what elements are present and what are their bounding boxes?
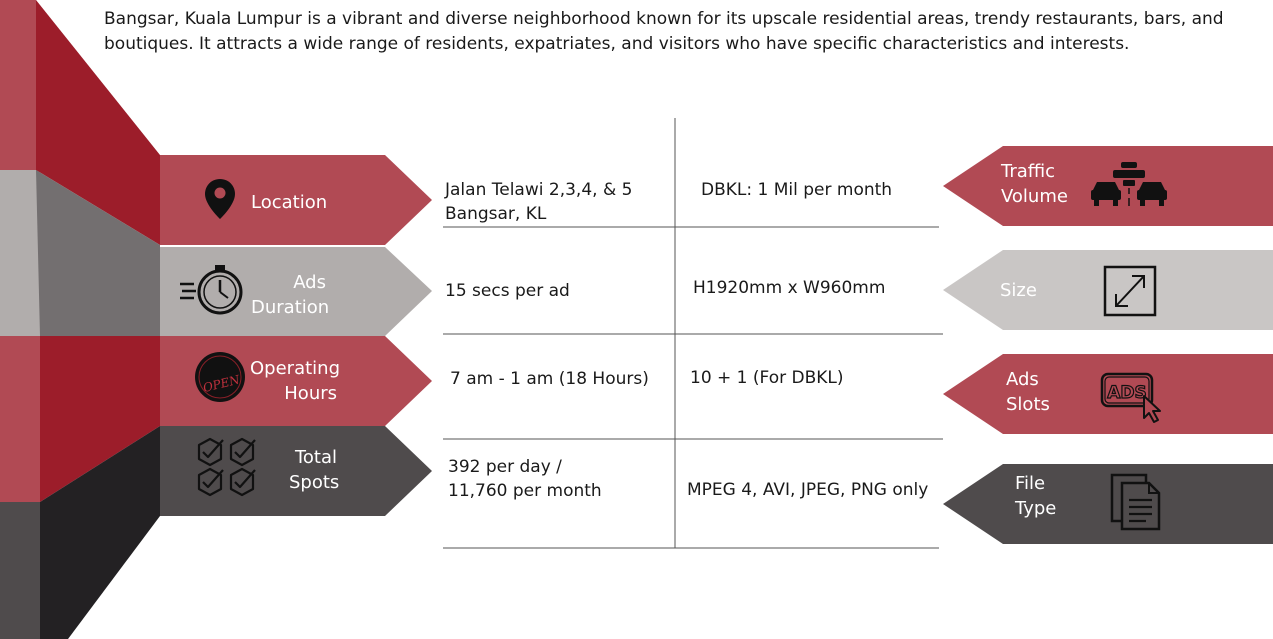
map-pin-icon <box>205 179 235 219</box>
ads-icon-text: ADS <box>1107 383 1147 403</box>
cell-duration-value: 15 secs per ad <box>445 279 570 303</box>
left-bar-dark <box>0 502 40 639</box>
label-traffic-volume-line1: Traffic <box>1001 161 1056 182</box>
stopwatch-icon <box>180 265 243 315</box>
banner-file-type <box>943 464 1273 544</box>
cell-size-value: H1920mm x W960mm <box>693 276 885 300</box>
cell-hours-text: 7 am - 1 am (18 Hours) <box>450 369 649 389</box>
label-traffic-volume-line2: Volume <box>1001 186 1068 207</box>
traffic-jam-icon <box>1091 162 1167 206</box>
label-ads-duration-line2: Duration <box>251 297 330 318</box>
cell-size-text: H1920mm x W960mm <box>693 278 886 298</box>
banner-ads-duration <box>160 247 432 336</box>
funnel-dark <box>40 426 160 639</box>
label-traffic-volume: Traffic Volume <box>1001 159 1068 209</box>
label-total-spots-line2: Spots <box>289 472 340 493</box>
label-size: Size <box>1000 278 1037 303</box>
label-ads-slots: Ads Slots <box>1006 367 1050 417</box>
funnel-red-2 <box>40 336 160 502</box>
label-ads-duration: Ads Duration <box>251 270 330 320</box>
label-total-spots-line1: Total <box>294 447 337 468</box>
label-location-text: Location <box>251 192 328 213</box>
banner-location <box>160 155 432 245</box>
banner-ads-slots <box>943 354 1273 434</box>
label-file-type-line2: Type <box>1015 498 1057 519</box>
cell-slots-value: 10 + 1 (For DBKL) <box>690 366 844 390</box>
label-operating-hours-line2: Hours <box>284 383 337 404</box>
cell-duration-text: 15 secs per ad <box>445 281 570 301</box>
open-sign-icon: OPEN <box>195 352 245 402</box>
funnel-red <box>36 0 160 245</box>
ads-cursor-icon: ADS <box>1100 372 1161 423</box>
cell-slots-text: 10 + 1 (For DBKL) <box>690 368 844 388</box>
cell-location-value: Jalan Telawi 2,3,4, & 5 Bangsar, KL <box>445 178 632 226</box>
left-bar-grey <box>0 170 40 336</box>
label-operating-hours: Operating Hours <box>250 356 340 406</box>
cell-hours-value: 7 am - 1 am (18 Hours) <box>450 367 649 391</box>
cell-location-line2: Bangsar, KL <box>445 204 547 224</box>
cell-filetype-value: MPEG 4, AVI, JPEG, PNG only <box>687 478 928 502</box>
cell-location-line1: Jalan Telawi 2,3,4, & 5 <box>445 180 633 200</box>
intro-paragraph: Bangsar, Kuala Lumpur is a vibrant and d… <box>104 9 1224 54</box>
label-total-spots: Total Spots <box>289 445 340 495</box>
banner-total-spots <box>160 426 432 516</box>
label-location: Location <box>251 190 327 215</box>
cell-spots-value: 392 per day / 11,760 per month <box>448 455 602 503</box>
cell-traffic-value: DBKL: 1 Mil per month <box>701 178 892 202</box>
left-bar-red-2 <box>0 336 40 502</box>
cell-spots-line1: 392 per day / <box>448 457 562 477</box>
documents-icon <box>1110 473 1161 531</box>
label-file-type: File Type <box>1015 471 1056 521</box>
label-ads-duration-line1: Ads <box>293 272 326 293</box>
banner-size <box>943 250 1273 330</box>
checkmark-badges-icon <box>197 437 256 497</box>
resize-icon <box>1103 265 1157 317</box>
label-ads-slots-line1: Ads <box>1006 369 1039 390</box>
cell-spots-line2: 11,760 per month <box>448 481 602 501</box>
cell-filetype-text: MPEG 4, AVI, JPEG, PNG only <box>687 480 929 500</box>
label-file-type-line1: File <box>1015 473 1046 494</box>
label-ads-slots-line2: Slots <box>1006 394 1050 415</box>
funnel-grey <box>36 170 160 336</box>
cell-traffic-text: DBKL: 1 Mil per month <box>701 180 893 200</box>
left-bar-red <box>0 0 36 170</box>
label-operating-hours-line1: Operating <box>250 358 340 379</box>
label-size-text: Size <box>1000 280 1037 301</box>
